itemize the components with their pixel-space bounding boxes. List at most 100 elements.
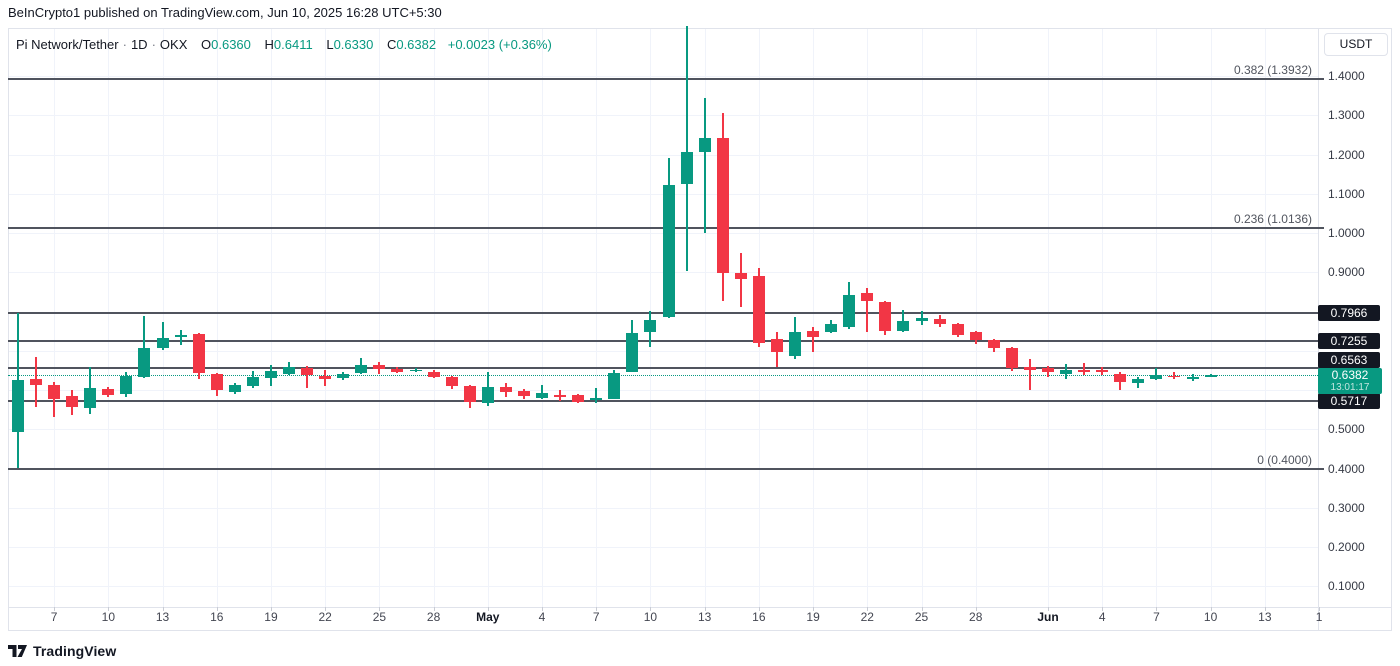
fib-level-line[interactable] (8, 77, 1324, 80)
time-axis-label[interactable]: 19 (806, 610, 820, 624)
symbol-name[interactable]: Pi Network/Tether (16, 37, 119, 52)
price-axis-label[interactable]: 0.4000 (1328, 461, 1365, 476)
time-tick-mark (1047, 607, 1049, 611)
time-axis-label[interactable]: 4 (538, 610, 546, 624)
price-gridline (8, 507, 1318, 509)
time-axis-label[interactable]: 28 (969, 610, 983, 624)
candle (12, 380, 24, 432)
candle (572, 395, 585, 402)
time-gridline (1264, 28, 1266, 607)
candle (30, 379, 43, 385)
candle (373, 364, 386, 370)
candle (120, 376, 133, 395)
time-axis-label[interactable]: 7 (592, 610, 600, 624)
price-gridline (8, 350, 1318, 352)
price-axis-label[interactable]: 0.3000 (1328, 500, 1365, 515)
time-axis-label[interactable]: 22 (318, 610, 332, 624)
price-axis-label[interactable]: 0.1000 (1328, 579, 1365, 594)
time-axis-separator[interactable] (8, 607, 1392, 608)
symbol-legend[interactable]: Pi Network/Tether · 1D · OKX O0.6360 H0.6411… (16, 37, 552, 52)
candle (951, 324, 964, 335)
time-axis-label[interactable]: 13 (1258, 610, 1272, 624)
candle (626, 332, 639, 372)
price-axis-separator[interactable] (1318, 28, 1319, 630)
candle (391, 369, 404, 372)
price-axis-label[interactable]: 0.2000 (1328, 540, 1365, 554)
time-axis-label[interactable]: 4 (1098, 610, 1106, 624)
fib-level-line[interactable] (8, 467, 1324, 470)
time-axis-label[interactable]: 1 (1315, 610, 1323, 624)
candle-wick (161, 321, 164, 350)
time-axis-label[interactable]: May (476, 610, 500, 624)
time-axis-label[interactable]: 7 (1153, 610, 1160, 624)
price-gridline (8, 586, 1318, 588)
candle (843, 294, 856, 327)
time-axis-label[interactable]: 19 (264, 610, 278, 624)
time-tick-mark (487, 607, 489, 611)
time-axis-label[interactable]: 13 (155, 610, 170, 624)
price-axis-label[interactable]: 1.3000 (1328, 108, 1365, 123)
exchange-label[interactable]: OKX (159, 37, 188, 52)
candle (138, 347, 151, 378)
time-axis-label[interactable]: Jun (1037, 610, 1059, 624)
price-axis-label[interactable]: 1.4000 (1328, 69, 1365, 83)
time-axis-label[interactable]: 25 (914, 610, 929, 624)
time-axis-label[interactable]: 25 (372, 610, 387, 624)
time-gridline (704, 28, 706, 607)
time-gridline (1047, 28, 1049, 607)
horizontal-level-line[interactable] (8, 400, 1324, 403)
horizontal-level-line[interactable] (8, 366, 1324, 369)
time-tick-mark (921, 607, 923, 611)
candle (156, 337, 169, 348)
time-axis-label[interactable]: 13 (697, 610, 712, 624)
horizontal-level-line[interactable] (8, 339, 1324, 342)
candle (1060, 370, 1073, 374)
fib-level-label: 0.382 (1.3932) (1233, 62, 1312, 77)
candle-wick (902, 309, 905, 332)
candle-wick (1083, 363, 1086, 376)
price-axis-label[interactable]: 1.2000 (1328, 147, 1365, 162)
time-axis-label[interactable]: 10 (1203, 610, 1218, 624)
price-axis-label[interactable]: 0.9000 (1328, 265, 1365, 280)
currency-usdt-button[interactable]: USDT (1324, 33, 1388, 56)
price-axis-label[interactable]: 0.5000 (1328, 422, 1365, 437)
time-axis-label[interactable]: 10 (643, 610, 658, 624)
close-label: C (386, 37, 397, 52)
candle-wick (53, 382, 56, 417)
timeframe-label[interactable]: 1D (130, 37, 148, 52)
candle (1023, 366, 1036, 371)
price-axis-label[interactable]: 1.1000 (1328, 186, 1365, 201)
time-axis-label[interactable]: 16 (752, 610, 766, 624)
time-gridline (325, 28, 327, 607)
candle (463, 386, 476, 402)
candle-wick (1137, 377, 1140, 388)
candle (355, 364, 368, 373)
time-axis-label[interactable]: 10 (101, 610, 116, 624)
open-value: 0.6360 (211, 37, 251, 52)
candle-wick (685, 25, 688, 272)
time-axis-label[interactable]: 28 (426, 610, 441, 624)
candle (409, 369, 422, 372)
bar-countdown: 13:01:17 (1330, 382, 1370, 393)
candle (499, 387, 512, 392)
candle (264, 370, 277, 379)
time-gridline (379, 28, 381, 607)
candle (752, 275, 765, 343)
candle (933, 318, 946, 325)
price-axis-label[interactable]: 1.0000 (1328, 226, 1365, 240)
tradingview-logo[interactable]: TradingView (8, 643, 116, 659)
candle (427, 371, 440, 378)
candle (879, 301, 892, 332)
candle-wick (541, 384, 544, 400)
candle (590, 397, 603, 400)
time-axis-label[interactable]: 22 (860, 610, 874, 624)
time-gridline (1102, 28, 1104, 607)
current-price-value: 0.6382 (1331, 368, 1369, 382)
candle (807, 331, 820, 337)
time-axis-label[interactable]: 16 (210, 610, 224, 624)
time-axis-label[interactable]: 7 (50, 610, 58, 624)
candle (174, 335, 187, 338)
time-tick-mark (975, 607, 977, 611)
candle (554, 394, 567, 397)
